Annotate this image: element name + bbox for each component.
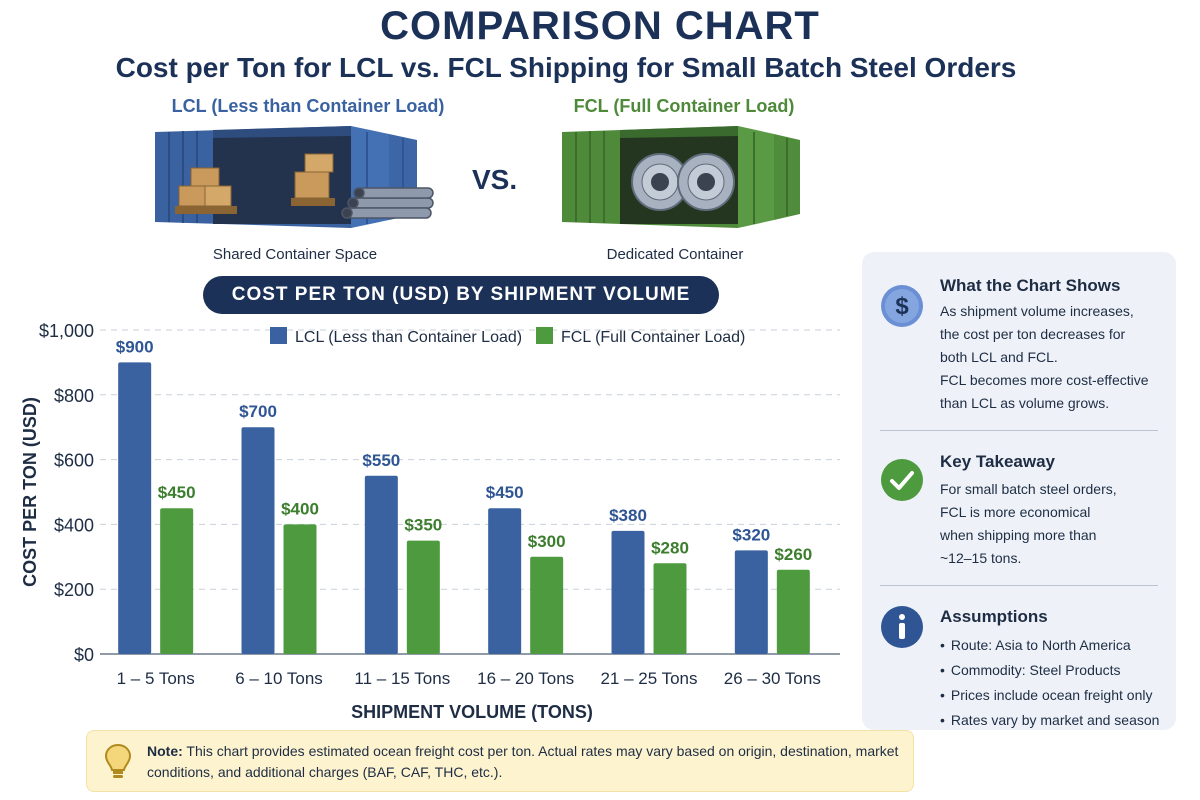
lightbulb-icon: [104, 743, 132, 778]
assumptions-list: Route: Asia to North America Commodity: …: [940, 633, 1170, 733]
fcl-heading-main: FCL: [573, 96, 609, 116]
lcl-bar: [611, 530, 645, 654]
note-body: This chart provides estimated ocean frei…: [147, 743, 899, 780]
svg-text:$: $: [895, 293, 909, 320]
lcl-bar: [734, 550, 768, 654]
chart-shows-text: As shipment volume increases, the cost p…: [940, 300, 1170, 415]
y-tick-label: $400: [54, 515, 94, 535]
lcl-bar: [241, 427, 275, 654]
note-text: Note: This chart provides estimated ocea…: [147, 741, 905, 783]
bar-value-label: $350: [404, 516, 442, 535]
assumption-item: Prices include ocean freight only: [940, 683, 1170, 708]
takeaway-heading: Key Takeaway: [940, 452, 1055, 471]
bar-value-label: $550: [362, 451, 400, 470]
y-axis-title: COST PER TON (USD): [20, 397, 40, 587]
lcl-heading-main: LCL: [171, 96, 207, 116]
bar-chart: $0 $200 $400 $600 $800 $1,000 $900 $450 1 – 5 To…: [20, 321, 840, 722]
y-tick-label: $0: [74, 645, 94, 665]
bar-value-label: $380: [609, 506, 647, 525]
chart-shows-line: As shipment volume increases,: [940, 303, 1134, 319]
bar-value-label: $450: [486, 483, 524, 502]
fcl-heading-paren: (Full Container Load): [613, 96, 795, 116]
chart-shows-line: than LCL as volume grows.: [940, 395, 1110, 411]
info-icon: [881, 606, 923, 648]
check-icon: [881, 459, 923, 501]
bar-value-label: $450: [158, 483, 196, 502]
fcl-bar: [406, 540, 440, 654]
chart-shows-line: both LCL and FCL.: [940, 349, 1058, 365]
bar-value-label: $300: [528, 532, 566, 551]
bar-value-label: $400: [281, 499, 319, 518]
fcl-heading: FCL (Full Container Load): [524, 96, 844, 117]
steel-pipes-icon: [341, 187, 434, 219]
assumption-item: Rates vary by market and season: [940, 708, 1170, 733]
y-tick-label: $200: [54, 580, 94, 600]
page-subtitle: Cost per Ton for LCL vs. FCL Shipping fo…: [115, 52, 1017, 83]
fcl-bar: [653, 563, 687, 654]
takeaway-line: FCL is more economical: [940, 504, 1091, 520]
fcl-bar: [530, 556, 564, 654]
x-tick-label: 16 – 20 Tons: [477, 669, 574, 688]
takeaway-line: For small batch steel orders,: [940, 481, 1117, 497]
lcl-caption: Shared Container Space: [212, 246, 378, 263]
lcl-heading-paren: (Less than Container Load): [211, 96, 445, 116]
chart-title-banner: COST PER TON (USD) BY SHIPMENT VOLUME: [203, 276, 719, 314]
lcl-bar: [118, 362, 152, 654]
legend-swatch-lcl: [270, 327, 287, 344]
fcl-container-illustration: [562, 126, 800, 228]
legend-label-fcl: FCL (Full Container Load): [561, 329, 745, 346]
steel-coils-icon: [631, 153, 735, 211]
panel-divider: [880, 430, 1158, 431]
y-tick-label: $800: [54, 386, 94, 406]
vs-label: VS.: [472, 164, 518, 195]
x-tick-label: 1 – 5 Tons: [117, 669, 195, 688]
x-tick-label: 21 – 25 Tons: [600, 669, 697, 688]
takeaway-line: ~12–15 tons.: [940, 550, 1022, 566]
fcl-caption: Dedicated Container: [606, 246, 744, 263]
note-label: Note:: [147, 743, 183, 759]
bar-value-label: $700: [239, 402, 277, 421]
chart-shows-line: FCL becomes more cost-effective: [940, 372, 1149, 388]
cargo-boxes-icon: [175, 153, 335, 214]
legend-swatch-fcl: [536, 327, 553, 344]
assumptions-heading: Assumptions: [940, 607, 1048, 626]
bar-value-label: $280: [651, 538, 689, 557]
x-axis-title: SHIPMENT VOLUME (TONS): [351, 702, 593, 722]
page-title: COMPARISON CHART: [380, 4, 820, 48]
assumption-item: Route: Asia to North America: [940, 633, 1170, 658]
dollar-icon: $: [881, 285, 923, 327]
chart-shows-heading: What the Chart Shows: [940, 276, 1121, 295]
x-tick-label: 26 – 30 Tons: [724, 669, 821, 688]
takeaway-line: when shipping more than: [940, 527, 1097, 543]
lcl-bar: [488, 508, 522, 654]
bar-value-label: $900: [116, 337, 154, 356]
bar-value-label: $320: [732, 525, 770, 544]
side-panel: $ What the Chart Shows As shipment volum…: [862, 252, 1176, 730]
fcl-bar: [776, 569, 810, 654]
lcl-bar: [364, 475, 398, 654]
x-tick-label: 11 – 15 Tons: [354, 669, 450, 688]
takeaway-text: For small batch steel orders, FCL is mor…: [940, 478, 1170, 570]
y-tick-label: $600: [54, 451, 94, 471]
y-tick-label: $1,000: [39, 321, 94, 341]
x-tick-label: 6 – 10 Tons: [235, 669, 323, 688]
note-box: Note: This chart provides estimated ocea…: [86, 730, 914, 792]
assumption-item: Commodity: Steel Products: [940, 658, 1170, 683]
chart-shows-line: the cost per ton decreases for: [940, 326, 1126, 342]
lcl-container-illustration: [155, 126, 434, 228]
panel-divider: [880, 585, 1158, 586]
bar-value-label: $260: [774, 545, 812, 564]
fcl-container-door: [738, 126, 774, 228]
fcl-bar: [160, 508, 194, 654]
fcl-bar: [283, 524, 317, 654]
lcl-heading: LCL (Less than Container Load): [148, 96, 468, 117]
legend-label-lcl: LCL (Less than Container Load): [295, 329, 522, 346]
